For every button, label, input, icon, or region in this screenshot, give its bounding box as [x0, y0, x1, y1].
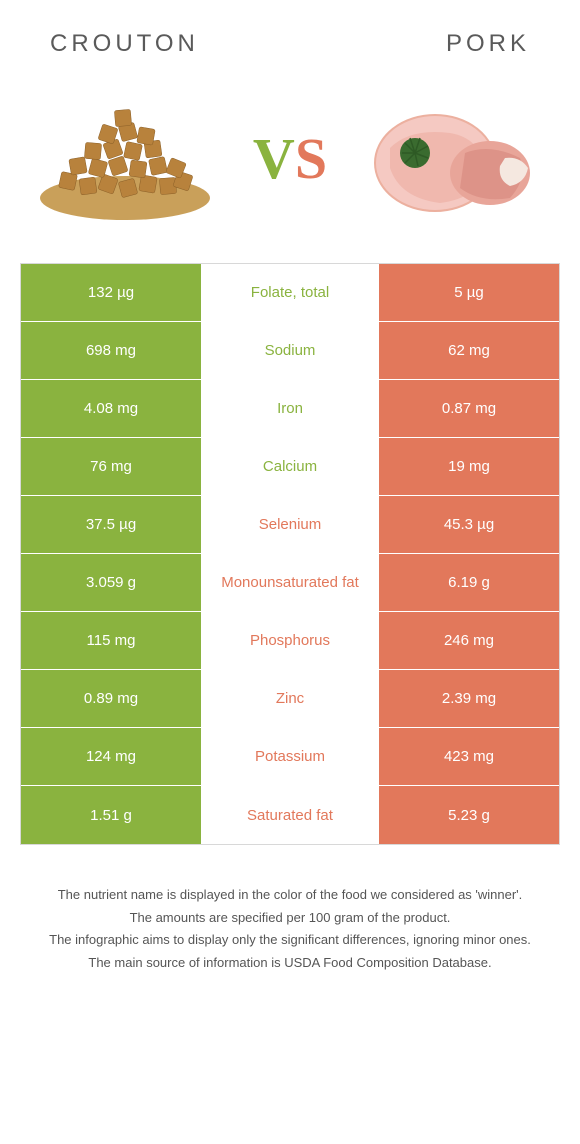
nutrient-label: Calcium	[201, 438, 379, 495]
vs-v: V	[253, 126, 295, 191]
left-food-title: CROUTON	[50, 30, 199, 58]
right-value: 2.39 mg	[379, 670, 559, 727]
nutrient-label: Phosphorus	[201, 612, 379, 669]
left-value: 0.89 mg	[21, 670, 201, 727]
footnotes: The nutrient name is displayed in the co…	[20, 885, 560, 972]
nutrient-label: Sodium	[201, 322, 379, 379]
right-value: 45.3 µg	[379, 496, 559, 553]
nutrient-label: Selenium	[201, 496, 379, 553]
table-row: 132 µgFolate, total5 µg	[21, 264, 559, 322]
left-value: 3.059 g	[21, 554, 201, 611]
crouton-image	[30, 88, 220, 228]
left-value: 4.08 mg	[21, 380, 201, 437]
nutrient-label: Iron	[201, 380, 379, 437]
table-row: 698 mgSodium62 mg	[21, 322, 559, 380]
left-value: 1.51 g	[21, 786, 201, 844]
left-value: 115 mg	[21, 612, 201, 669]
left-value: 37.5 µg	[21, 496, 201, 553]
table-row: 124 mgPotassium423 mg	[21, 728, 559, 786]
table-row: 4.08 mgIron0.87 mg	[21, 380, 559, 438]
right-value: 6.19 g	[379, 554, 559, 611]
right-value: 62 mg	[379, 322, 559, 379]
pork-image	[360, 88, 550, 228]
vs-s: S	[295, 126, 327, 191]
nutrient-label: Saturated fat	[201, 786, 379, 844]
left-value: 698 mg	[21, 322, 201, 379]
right-value: 5.23 g	[379, 786, 559, 844]
right-value: 19 mg	[379, 438, 559, 495]
left-value: 76 mg	[21, 438, 201, 495]
header: CROUTON PORK	[20, 30, 560, 58]
right-value: 423 mg	[379, 728, 559, 785]
vs-badge: VS	[253, 125, 327, 192]
table-row: 3.059 gMonounsaturated fat6.19 g	[21, 554, 559, 612]
footnote-line: The infographic aims to display only the…	[40, 930, 540, 950]
nutrient-label: Potassium	[201, 728, 379, 785]
table-row: 0.89 mgZinc2.39 mg	[21, 670, 559, 728]
footnote-line: The main source of information is USDA F…	[40, 953, 540, 973]
table-row: 1.51 gSaturated fat5.23 g	[21, 786, 559, 844]
footnote-line: The amounts are specified per 100 gram o…	[40, 908, 540, 928]
left-value: 124 mg	[21, 728, 201, 785]
table-row: 37.5 µgSelenium45.3 µg	[21, 496, 559, 554]
table-row: 115 mgPhosphorus246 mg	[21, 612, 559, 670]
nutrient-label: Monounsaturated fat	[201, 554, 379, 611]
nutrient-label: Folate, total	[201, 264, 379, 321]
right-value: 5 µg	[379, 264, 559, 321]
images-row: VS	[20, 88, 560, 228]
right-value: 0.87 mg	[379, 380, 559, 437]
left-value: 132 µg	[21, 264, 201, 321]
footnote-line: The nutrient name is displayed in the co…	[40, 885, 540, 905]
table-row: 76 mgCalcium19 mg	[21, 438, 559, 496]
comparison-table: 132 µgFolate, total5 µg698 mgSodium62 mg…	[20, 263, 560, 845]
right-food-title: PORK	[446, 30, 530, 58]
right-value: 246 mg	[379, 612, 559, 669]
nutrient-label: Zinc	[201, 670, 379, 727]
